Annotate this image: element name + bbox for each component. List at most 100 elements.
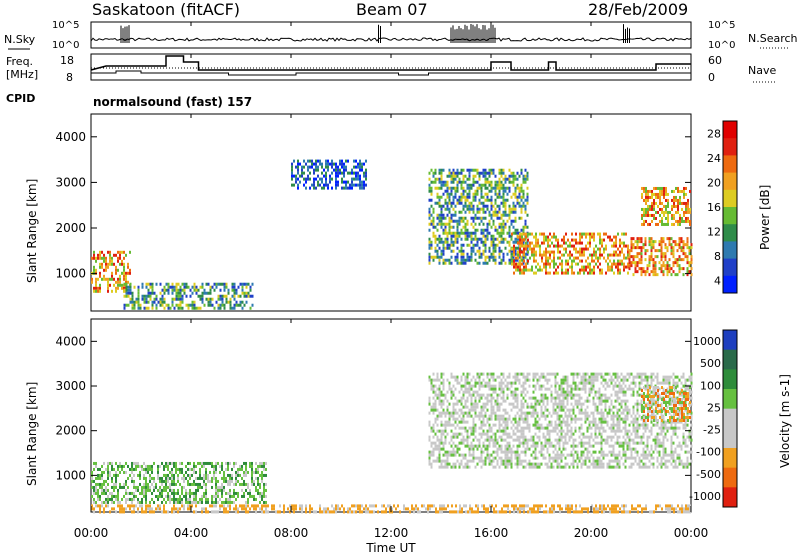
power-echo-cell (119, 253, 121, 257)
power-echo-cell (508, 240, 511, 244)
power-echo-cell (434, 237, 437, 241)
power-echo-cell (315, 186, 317, 190)
power-echo-cell (573, 238, 575, 242)
power-echo-cell (464, 204, 467, 208)
velocity-echo-cell (434, 378, 437, 382)
velocity-echo-cell (241, 476, 243, 480)
velocity-echo-cell (618, 459, 621, 463)
velocity-echo-cell (546, 462, 549, 466)
velocity-echo-cell (500, 462, 503, 466)
velocity-echo-cell (516, 396, 519, 400)
velocity-echo-cell (508, 447, 511, 451)
power-echo-cell (490, 240, 493, 244)
power-echo-cell (199, 306, 202, 310)
velocity-echo-cell (480, 453, 483, 457)
velocity-echo-cell (604, 393, 607, 397)
power-echo-cell (589, 241, 591, 245)
power-echo-cell (452, 171, 455, 175)
power-echo-cell (581, 253, 583, 257)
velocity-echo-cell (612, 405, 615, 409)
velocity-echo-cell (259, 473, 261, 477)
velocity-echo-cell (606, 420, 609, 424)
power-echo-cell (438, 204, 441, 208)
power-echo-cell (653, 204, 655, 208)
velocity-echo-cell (101, 491, 103, 495)
velocity-echo-cell (452, 417, 455, 421)
velocity-echo-cell (163, 473, 165, 477)
power-echo-cell (436, 192, 439, 196)
velocity-echo-cell (538, 384, 541, 388)
velocity-echo-cell (454, 396, 457, 400)
power-echo-cell (187, 303, 190, 307)
power-echo-cell (599, 250, 601, 254)
velocity-echo-cell (492, 372, 495, 376)
power-echo-cell (595, 253, 597, 257)
velocity-echo-cell (215, 497, 217, 501)
power-echo-cell (658, 267, 661, 271)
velocity-echo-cell (245, 482, 247, 486)
power-echo-cell (484, 168, 487, 172)
power-echo-cell (486, 234, 489, 238)
velocity-echo-cell (185, 500, 187, 504)
velocity-echo-cell (205, 461, 207, 465)
power-echo-cell (476, 171, 479, 175)
velocity-echo-cell (546, 432, 549, 436)
power-echo-cell (559, 244, 561, 248)
power-echo-cell (678, 255, 681, 259)
power-echo-cell (309, 177, 311, 181)
velocity-echo-cell (516, 411, 519, 415)
power-echo-cell (462, 255, 465, 259)
velocity-echo-cell (562, 453, 565, 457)
power-echo-cell (613, 253, 615, 257)
power-echo-cell (464, 174, 467, 178)
velocity-echo-cell (480, 423, 483, 427)
power-echo-cell (229, 300, 232, 304)
power-echo-cell (167, 303, 170, 307)
power-echo-cell (452, 207, 455, 211)
velocity-echo-cell (522, 426, 525, 430)
velocity-echo-cell (542, 411, 545, 415)
velocity-echo-cell (536, 402, 539, 406)
power-echo-cell (494, 201, 497, 205)
velocity-echo-cell (169, 497, 171, 501)
power-echo-cell (105, 256, 107, 260)
power-echo-cell (648, 273, 651, 277)
power-echo-cell (233, 297, 236, 301)
power-echo-cell (484, 174, 487, 178)
power-echo-cell (359, 168, 361, 172)
velocity-echo-cell (165, 479, 167, 483)
velocity-echo-cell (472, 438, 475, 442)
power-colorbar-cell (723, 138, 737, 156)
velocity-echo-cell (566, 390, 569, 394)
velocity-echo-cell (624, 402, 627, 406)
velocity-echo-cell (616, 435, 619, 439)
power-echo-cell (470, 186, 473, 190)
power-echo-cell (663, 189, 665, 193)
power-echo-cell (547, 259, 549, 263)
velocity-echo-cell (482, 450, 485, 454)
velocity-echo-cell (538, 423, 541, 427)
velocity-echo-cell (548, 423, 551, 427)
power-echo-cell (472, 237, 475, 241)
velocity-echo-cell (456, 375, 459, 379)
velocity-echo-cell (456, 444, 459, 448)
velocity-echo-cell (111, 479, 113, 483)
velocity-echo-cell (123, 470, 125, 474)
power-echo-cell (129, 268, 131, 272)
power-echo-cell (183, 288, 186, 292)
power-echo-cell (504, 207, 507, 211)
velocity-echo-cell (626, 441, 629, 445)
power-echo-cell (557, 244, 559, 248)
power-echo-cell (434, 201, 437, 205)
velocity-echo-cell (546, 372, 549, 376)
velocity-echo-cell (179, 461, 181, 465)
velocity-echo-cell (466, 441, 469, 445)
power-echo-cell (526, 213, 529, 217)
velocity-echo-cell (562, 390, 565, 394)
power-echo-cell (518, 192, 521, 196)
velocity-echo-cell (121, 497, 123, 501)
power-echo-cell (514, 252, 517, 256)
power-echo-cell (428, 186, 431, 190)
velocity-echo-cell (201, 464, 203, 468)
power-echo-cell (638, 258, 641, 262)
